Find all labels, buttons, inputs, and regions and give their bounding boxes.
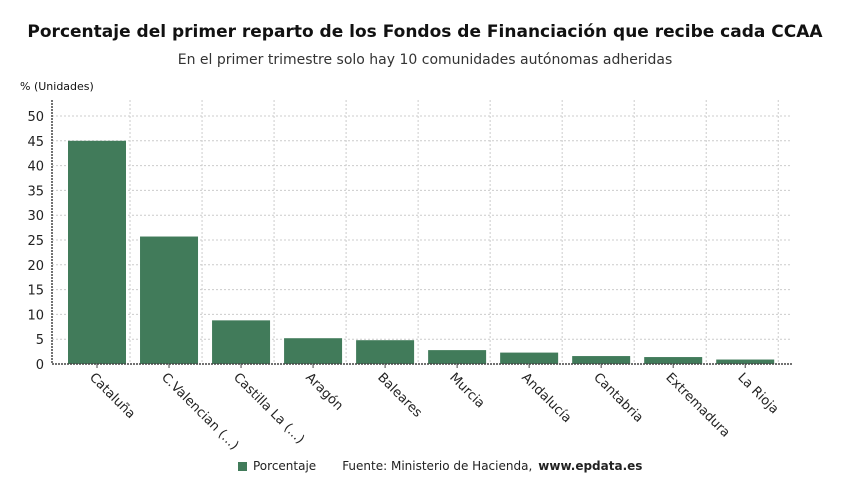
bar [644, 357, 703, 364]
x-tick-label: Cantabria [590, 370, 646, 426]
x-tick-label: Castilla La (...) [230, 370, 307, 447]
x-tick-label: C.Valencian (...) [158, 370, 241, 453]
y-tick-label: 35 [27, 184, 44, 199]
y-tick-label: 20 [27, 259, 44, 274]
legend: Porcentaje Fuente: Ministerio de Haciend… [238, 459, 642, 473]
y-tick-label: 5 [36, 333, 44, 348]
x-tick-label: Aragón [302, 370, 346, 414]
bar [284, 338, 343, 364]
y-tick-label: 10 [27, 308, 44, 323]
bar [572, 356, 631, 364]
x-tick-label: Andalucía [518, 370, 574, 426]
y-tick-label: 15 [27, 284, 44, 299]
bar [212, 320, 271, 364]
y-tick-label: 50 [27, 110, 44, 125]
y-tick-label: 25 [27, 234, 44, 249]
legend-label: Porcentaje [253, 459, 317, 473]
bar [428, 350, 487, 364]
bar [68, 140, 126, 364]
chart-subtitle: En el primer trimestre solo hay 10 comun… [177, 52, 673, 68]
bar [140, 236, 199, 364]
x-tick-label: Murcia [446, 370, 487, 411]
y-tick-label: 40 [27, 160, 44, 175]
y-tick-label: 45 [27, 135, 44, 150]
x-tick-label: Cataluña [86, 370, 138, 422]
y-tick-label: 30 [27, 209, 44, 224]
bar [356, 340, 415, 364]
bar [716, 359, 775, 364]
source-link[interactable]: www.epdata.es [538, 459, 643, 473]
x-tick-label: Baleares [374, 370, 425, 421]
y-tick-label: 0 [36, 358, 44, 373]
chart-title: Porcentaje del primer reparto de los Fon… [27, 22, 823, 42]
bar [500, 352, 559, 364]
x-tick-label: La Rioja [734, 370, 781, 417]
x-tick-label: Extremadura [662, 370, 732, 440]
legend-swatch [238, 461, 247, 471]
source-text: Fuente: Ministerio de Hacienda, [342, 459, 533, 473]
y-axis-label: % (Unidades) [20, 80, 94, 93]
